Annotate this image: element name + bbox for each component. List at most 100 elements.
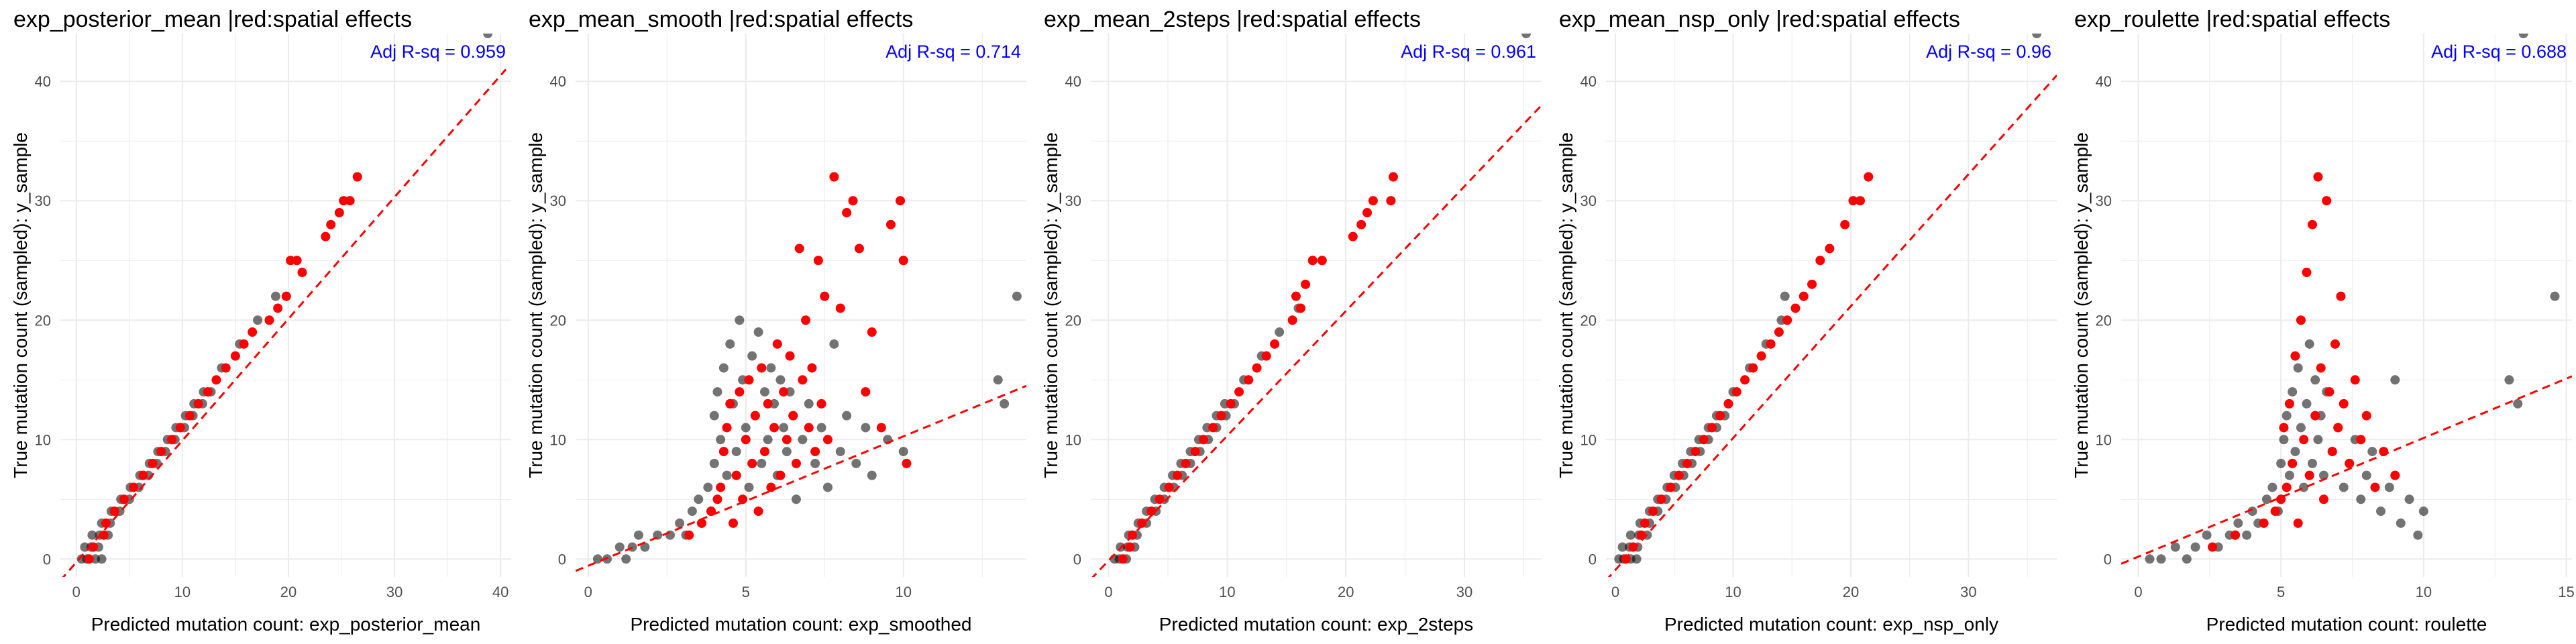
spatial-effect-point <box>352 172 362 182</box>
spatial-effect-point <box>735 387 745 397</box>
data-point <box>804 398 814 409</box>
spatial-effect-point <box>1723 398 1733 409</box>
spatial-effect-point <box>109 506 119 517</box>
spatial-effect-point <box>1362 208 1373 218</box>
data-point <box>1617 542 1627 552</box>
spatial-effect-point <box>2284 398 2294 409</box>
spatial-effect-point <box>1699 435 1709 445</box>
data-point <box>2513 398 2523 409</box>
spatial-effect-point <box>1181 458 1191 468</box>
spatial-effect-point <box>84 554 94 564</box>
spatial-effect-point <box>138 470 148 480</box>
data-point <box>2504 375 2514 385</box>
spatial-effect-point <box>822 435 833 445</box>
data-point <box>709 411 719 421</box>
spatial-effect-point <box>2293 518 2303 528</box>
spatial-effect-point <box>747 458 757 468</box>
spatial-effect-point <box>248 327 258 337</box>
spatial-effect-point <box>791 458 801 468</box>
y-tick-label: 30 <box>2096 193 2112 209</box>
data-point <box>2339 482 2349 492</box>
spatial-effect-point <box>813 256 823 266</box>
data-point <box>2310 375 2320 385</box>
chart-panel-5: 0 5 10 15 0 10 20 30 40 exp_roulette |red:spatial… <box>2071 7 2575 635</box>
data-point <box>851 458 861 468</box>
data-point <box>2247 506 2257 517</box>
spatial-effect-point <box>1226 398 1236 409</box>
data-point <box>735 315 745 325</box>
panel-title: exp_roulette |red:spatial effects <box>2074 7 2390 32</box>
spatial-effect-point <box>221 363 231 373</box>
data-point <box>2299 482 2309 492</box>
grid <box>2121 34 2572 577</box>
spatial-effect-point <box>2339 398 2349 409</box>
spatial-effect-point <box>1155 494 1165 504</box>
y-tick-label: 20 <box>35 312 51 329</box>
spatial-effect-point <box>230 351 240 361</box>
spatial-effect-point <box>334 208 344 218</box>
data-point <box>779 423 789 433</box>
data-point <box>744 482 754 492</box>
spatial-effect-point <box>810 447 820 457</box>
data-point <box>993 375 1003 385</box>
panel-title: exp_mean_nsp_only |red:spatial effects <box>1559 7 1960 32</box>
y-tick-label: 40 <box>1065 73 1081 90</box>
spatial-effect-point <box>741 435 751 445</box>
data-point <box>741 423 751 433</box>
data-point <box>766 363 776 373</box>
spatial-effect-point <box>1216 411 1226 421</box>
spatial-effect-point <box>2327 447 2337 457</box>
data-point <box>842 411 852 421</box>
data-point <box>2293 363 2303 373</box>
x-tick-label: 0 <box>584 584 592 600</box>
spatial-effect-point <box>2336 291 2346 301</box>
spatial-effect-point <box>2356 435 2366 445</box>
spatial-effect-point <box>1815 256 1825 266</box>
data-point <box>2233 518 2243 528</box>
spatial-effect-point <box>2316 363 2326 373</box>
y-tick-label: 10 <box>550 431 566 448</box>
data-point <box>718 363 729 373</box>
data-point <box>1275 327 1285 337</box>
spatial-effect-point <box>842 208 852 218</box>
spatial-effect-point <box>785 351 795 361</box>
spatial-effect-point <box>1690 447 1701 457</box>
adj-r2-annotation: Adj R-sq = 0.959 <box>370 42 506 62</box>
spatial-effect-point <box>1731 387 1741 397</box>
adj-r2-annotation: Adj R-sq = 0.688 <box>2431 42 2567 62</box>
spatial-effect-point <box>885 219 896 229</box>
panel-title: exp_mean_2steps |red:spatial effects <box>1044 7 1421 32</box>
x-tick-label: 30 <box>1456 584 1472 600</box>
spatial-effect-point <box>2290 351 2300 361</box>
spatial-effect-point <box>744 375 754 385</box>
spatial-effect-point <box>1291 291 1301 301</box>
spatial-effect-point <box>2322 196 2332 206</box>
spatial-effect-point <box>1666 482 1676 492</box>
y-tick-label: 10 <box>35 431 51 448</box>
spatial-effect-point <box>1296 303 1306 313</box>
data-point <box>763 435 773 445</box>
x-tick-label: 0 <box>72 584 80 600</box>
y-axis-label: True mutation count (sampled): y_sample <box>10 132 31 478</box>
spatial-effect-point <box>193 398 203 409</box>
data-point <box>757 458 767 468</box>
spatial-effect-point <box>861 387 871 397</box>
y-axis-label: True mutation count (sampled): y_sample <box>1040 132 1061 478</box>
spatial-effect-point <box>820 291 830 301</box>
spatial-effect-point <box>829 172 839 182</box>
data-point <box>592 554 602 564</box>
spatial-effect-point <box>902 458 912 468</box>
spatial-effect-point <box>1287 315 1297 325</box>
y-tick-label: 20 <box>2096 312 2112 329</box>
spatial-effect-point <box>772 339 782 349</box>
spatial-effect-point <box>807 363 817 373</box>
spatial-effect-point <box>2370 482 2380 492</box>
spatial-effect-point <box>738 494 748 504</box>
spatial-effect-point <box>2361 411 2371 421</box>
spatial-effect-point <box>1740 375 1750 385</box>
spatial-effect-point <box>848 196 858 206</box>
spatial-effect-point <box>1356 219 1366 229</box>
spatial-effect-point <box>167 435 177 445</box>
x-tick-label: 20 <box>1338 584 1354 600</box>
data-point <box>747 351 757 361</box>
